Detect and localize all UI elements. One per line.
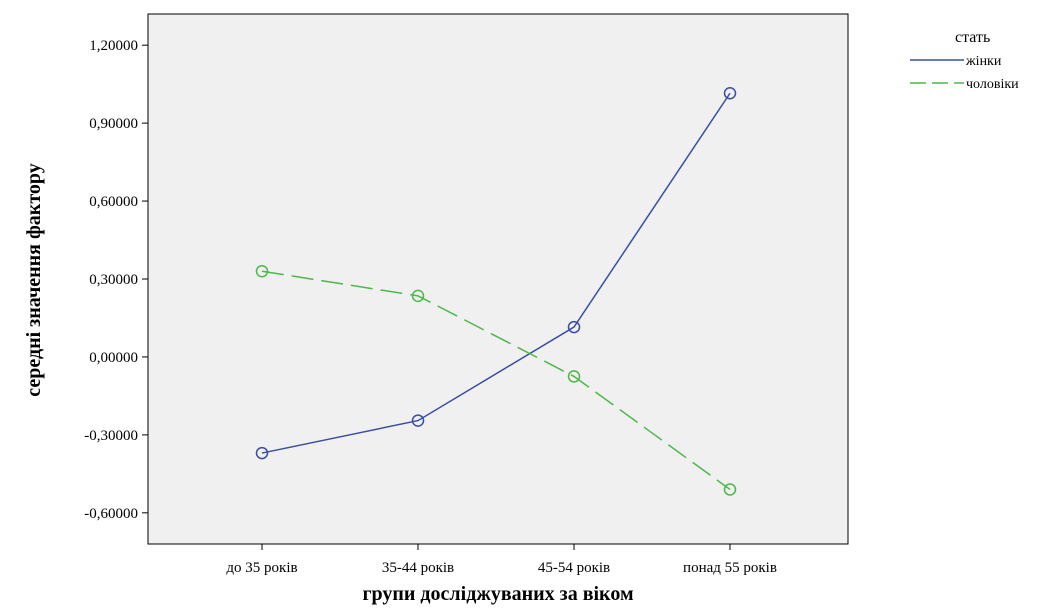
series-layer xyxy=(255,86,737,496)
x-tick-label: 45-54 років xyxy=(538,560,610,576)
x-axis-title: групи досліджуваних за віком xyxy=(362,583,633,605)
series-line-2 xyxy=(261,270,731,491)
x-tick-label: 35-44 років xyxy=(382,560,454,576)
y-tick-label: 0,60000 xyxy=(89,194,138,210)
data-point-marker xyxy=(567,370,581,383)
data-point-marker xyxy=(411,289,425,303)
series-line-1 xyxy=(261,92,731,454)
x-tick-label: до 35 років xyxy=(226,560,297,576)
data-point-marker xyxy=(567,320,581,334)
y-tick-label: 0,00000 xyxy=(89,350,138,366)
data-point-marker xyxy=(411,414,425,427)
data-point-marker xyxy=(723,483,737,496)
data-point-marker xyxy=(255,446,269,460)
legend-label: чоловіки xyxy=(966,77,1019,92)
y-tick-label: -0,60000 xyxy=(84,506,138,522)
y-tick-label: 1,20000 xyxy=(89,38,138,54)
y-axis: 1,20000 0,90000 0,60000 0,30000 0,00000 -0,30… xyxy=(84,38,148,522)
y-tick-label: 0,30000 xyxy=(89,272,138,288)
y-tick-label: 0,90000 xyxy=(89,116,138,132)
y-tick-label: -0,30000 xyxy=(84,428,138,444)
data-point-marker xyxy=(723,86,737,100)
data-point-marker xyxy=(255,264,269,278)
y-axis-title: середні значення фактору xyxy=(23,163,45,397)
legend-label: жінки xyxy=(965,54,1002,69)
x-axis: до 35 років 35-44 років 45-54 років понад 5… xyxy=(226,544,777,576)
x-tick-label: понад 55 років xyxy=(683,560,777,576)
legend-title: стать xyxy=(955,29,990,46)
legend-items: жінки чоловіки xyxy=(910,54,1019,92)
legend: стать жінки чоловіки xyxy=(910,29,1019,92)
plot-area xyxy=(147,13,849,545)
